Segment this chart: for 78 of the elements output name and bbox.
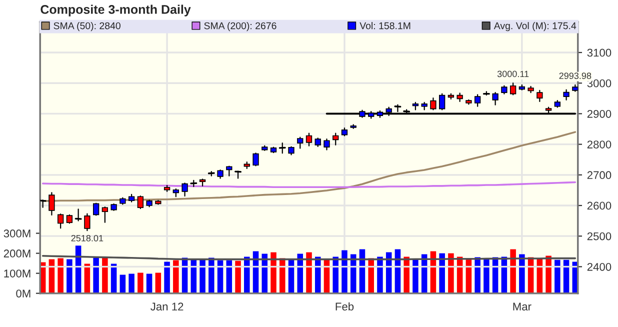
x-tick-label: Jan 12 [150, 302, 184, 311]
candlestick [182, 182, 188, 197]
bar [297, 254, 304, 294]
candlestick [137, 195, 144, 210]
annotation: 3000.11 [497, 70, 529, 78]
legend-label: SMA (50): 2840 [54, 22, 120, 32]
bar [208, 258, 214, 294]
chart-title: Composite 3-month Daily [40, 4, 191, 16]
y-tick-label: 2500 [587, 232, 612, 240]
bar [546, 256, 552, 294]
bar [554, 260, 560, 294]
candlestick [48, 192, 55, 216]
bar [138, 272, 144, 294]
bar [510, 249, 516, 294]
bar [306, 252, 312, 294]
bar [200, 258, 206, 294]
bar [102, 257, 108, 294]
candlestick [510, 82, 516, 96]
bar [448, 253, 454, 294]
bar [58, 258, 64, 294]
legend-label: Vol: 158.1M [360, 22, 410, 30]
bar [332, 256, 338, 294]
legend-label: SMA (200): 2676 [204, 22, 276, 32]
candlestick [74, 208, 82, 222]
y-tick-label: 2400 [587, 262, 612, 271]
bar [244, 256, 250, 294]
candlestick [474, 94, 481, 107]
candlestick [536, 90, 543, 102]
y-tick-label: 2700 [587, 171, 612, 180]
candlestick [226, 166, 232, 176]
candlestick [492, 92, 498, 106]
bar [164, 262, 170, 294]
bar [519, 254, 525, 294]
bar [368, 258, 374, 294]
candlestick [278, 142, 286, 154]
y-tick-label: 3100 [587, 48, 612, 57]
y2-tick-label: 100M [4, 270, 30, 278]
y-tick-label: 2800 [587, 140, 612, 148]
annotation: 2518.01 [71, 234, 104, 242]
bar [404, 256, 410, 294]
candlestick [102, 206, 108, 223]
candlestick [297, 136, 304, 149]
candlestick [563, 89, 570, 100]
bar [66, 259, 72, 294]
bar [146, 274, 152, 294]
bar [484, 258, 490, 294]
y2-tick-label: 200M [4, 250, 30, 258]
candlestick [57, 214, 64, 229]
bar [155, 272, 162, 294]
candlestick [84, 213, 90, 232]
bar [93, 258, 99, 294]
bar [377, 256, 383, 294]
y2-tick-label: 0M [16, 290, 30, 298]
legend-label: Avg. Vol (M): 175.4 [494, 22, 576, 32]
bar [412, 260, 418, 294]
x-tick-label: Feb [336, 302, 354, 311]
bar [120, 274, 126, 294]
y2-tick-label: 300M [4, 230, 30, 238]
candlestick [306, 132, 312, 146]
bar [342, 250, 348, 294]
annotation: 2993.98 [559, 72, 592, 79]
bar [439, 253, 445, 294]
candlestick [439, 93, 446, 110]
bar [173, 260, 179, 294]
candlestick [332, 132, 339, 146]
bar [314, 256, 321, 294]
candlestick [92, 202, 100, 216]
bar [474, 257, 480, 294]
candlestick [252, 152, 259, 166]
y-tick-label: 2600 [587, 202, 612, 210]
bar [280, 258, 286, 294]
candlestick [430, 98, 436, 110]
x-tick-label: Mar [513, 302, 532, 311]
bar [128, 274, 134, 294]
bar [270, 252, 276, 294]
candlestick [324, 138, 330, 150]
bar [235, 260, 241, 294]
y-tick-label: 2900 [587, 110, 612, 118]
